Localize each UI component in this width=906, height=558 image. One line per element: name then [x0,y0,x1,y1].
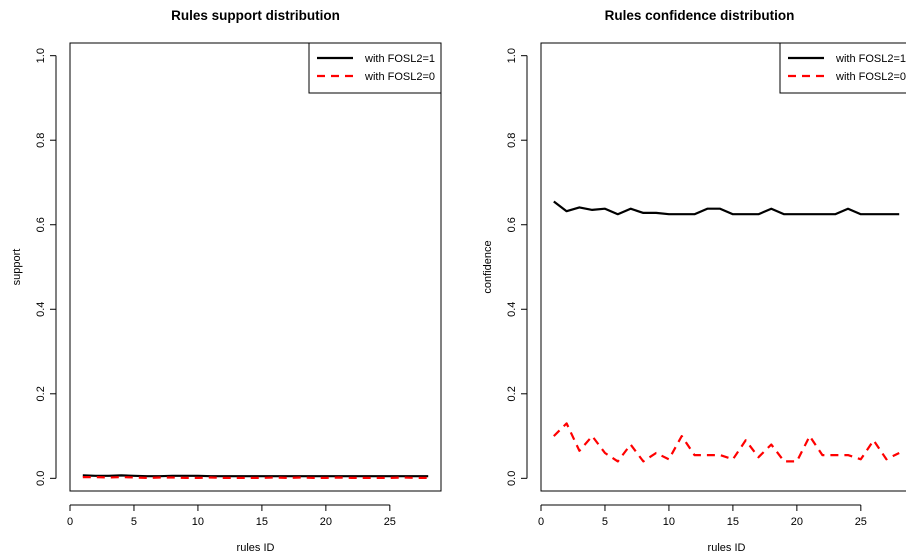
series-line [553,422,900,463]
y-tick-label: 0.4 [35,302,47,317]
series-line [82,474,429,478]
legend: with FOSL2=1 with FOSL2=0 [779,42,906,94]
y-tick-label: 1.0 [35,48,47,63]
x-axis-label: rules ID [237,542,275,554]
y-axis-label: confidence [482,240,494,293]
chart-title: Rules support distribution [171,8,340,23]
legend-box [779,42,906,94]
series-line [82,476,429,479]
y-tick-label: 0.2 [35,386,47,401]
y-tick-label: 0.0 [506,471,518,486]
x-tick-label: 15 [727,516,739,528]
panel-1: Rules support distribution 0 5 10 15 20 25 rule… [11,8,442,554]
y-tick-label: 0.6 [35,217,47,232]
plot-frame [540,42,906,492]
legend-label: with FOSL2=1 [835,53,906,65]
legend-label: with FOSL2=1 [364,53,435,65]
y-tick-label: 0.4 [506,302,518,317]
x-tick-label: 25 [384,516,396,528]
y-tick-label: 0.8 [35,133,47,148]
plot-frame [69,42,442,492]
x-tick-label: 20 [791,516,803,528]
series-line [553,200,900,216]
x-tick-label: 10 [663,516,675,528]
y-tick-label: 0.2 [506,386,518,401]
y-axis-label: support [11,249,23,286]
x-tick-label: 25 [855,516,867,528]
legend-box [308,42,442,94]
legend: with FOSL2=1 with FOSL2=0 [308,42,442,94]
x-tick-label: 5 [131,516,137,528]
x-tick-label: 5 [602,516,608,528]
chart-title: Rules confidence distribution [605,8,795,23]
panel-2: Rules confidence distribution 0 5 10 15 20 25 r… [482,8,906,554]
x-tick-label: 0 [67,516,73,528]
x-tick-label: 0 [538,516,544,528]
y-tick-label: 1.0 [506,48,518,63]
x-tick-label: 15 [256,516,268,528]
x-axis-label: rules ID [708,542,746,554]
x-tick-label: 10 [192,516,204,528]
legend-label: with FOSL2=0 [835,71,906,83]
y-tick-label: 0.0 [35,471,47,486]
y-tick-label: 0.8 [506,133,518,148]
y-tick-label: 0.6 [506,217,518,232]
legend-label: with FOSL2=0 [364,71,435,83]
x-tick-label: 20 [320,516,332,528]
